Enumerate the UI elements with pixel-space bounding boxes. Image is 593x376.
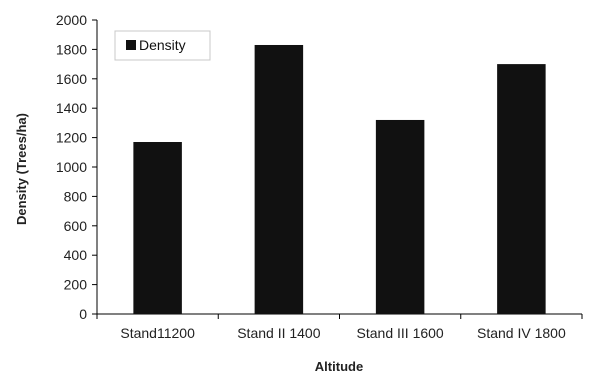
x-axis: Stand11200 Stand II 1400 Stand III 1600 Sta… [96, 313, 583, 341]
y-tick-label: 1600 [56, 71, 87, 87]
x-tick-label: Stand IV 1800 [477, 325, 566, 341]
y-tick-label: 400 [64, 247, 88, 263]
x-tick-label: Stand II 1400 [237, 325, 321, 341]
y-tick-label: 1400 [56, 100, 87, 116]
y-tick-label: 600 [64, 218, 88, 234]
bar-3 [375, 119, 425, 315]
x-tick-label: Stand11200 [120, 325, 195, 341]
x-axis-title: Altitude [315, 359, 363, 374]
legend: Density [114, 30, 211, 61]
bar-1 [133, 142, 182, 314]
y-axis: 0 200 400 600 800 1000 1200 1400 1600 1800 2000 [56, 12, 98, 322]
y-tick-label: 200 [64, 277, 88, 293]
y-tick-label: 800 [64, 188, 88, 204]
y-axis-title: Density (Trees/ha) [14, 113, 29, 225]
y-tick-label: 2000 [56, 12, 87, 28]
bar-4 [497, 64, 546, 314]
legend-swatch-density [126, 40, 136, 50]
bars [133, 44, 546, 315]
y-tick-label: 1000 [56, 159, 87, 175]
y-tick-label: 0 [79, 306, 87, 322]
legend-label-density: Density [139, 37, 186, 53]
x-tick-label: Stand III 1600 [357, 325, 444, 341]
legend-box [114, 30, 211, 61]
y-tick-label: 1800 [56, 41, 87, 57]
bar-2 [254, 44, 304, 315]
y-tick-label: 1200 [56, 130, 87, 146]
